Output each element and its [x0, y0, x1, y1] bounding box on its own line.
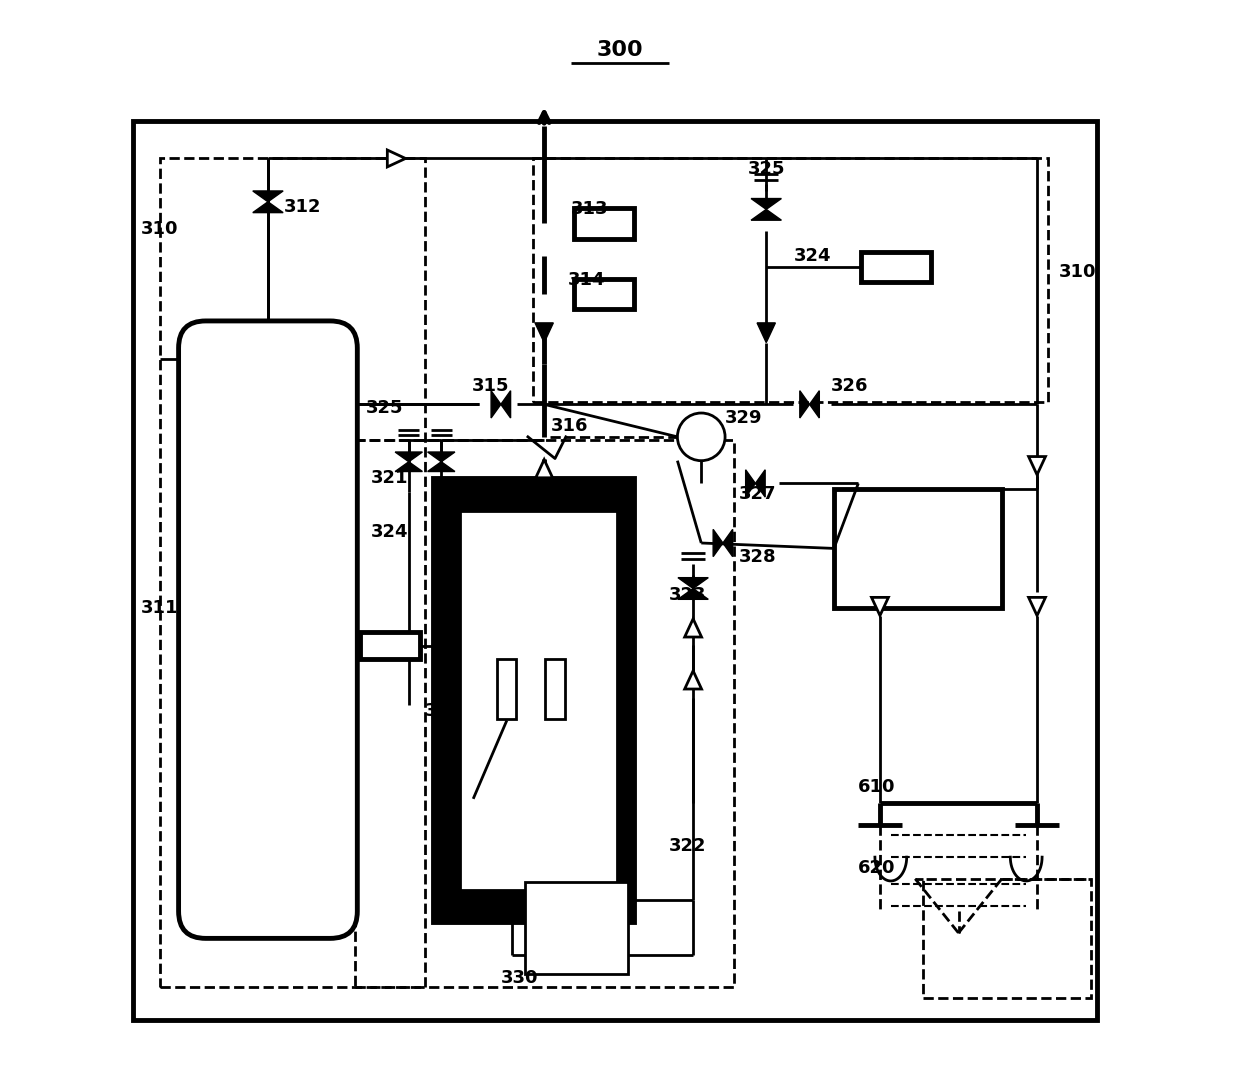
- Polygon shape: [872, 597, 888, 616]
- Text: 322: 322: [668, 837, 707, 856]
- Text: 620: 620: [858, 859, 895, 877]
- Polygon shape: [810, 391, 820, 418]
- Text: 316: 316: [551, 417, 588, 435]
- Bar: [360, 632, 419, 659]
- Polygon shape: [428, 462, 455, 471]
- Polygon shape: [1029, 597, 1045, 616]
- Polygon shape: [713, 529, 723, 557]
- Polygon shape: [678, 589, 708, 599]
- Bar: [460, 510, 618, 889]
- Polygon shape: [536, 520, 553, 539]
- Polygon shape: [501, 391, 511, 418]
- Text: 326: 326: [831, 377, 869, 395]
- Bar: [433, 478, 634, 922]
- Text: 327: 327: [739, 485, 776, 503]
- Text: 331: 331: [425, 702, 463, 720]
- Bar: [355, 440, 734, 987]
- Bar: [160, 159, 425, 987]
- Polygon shape: [536, 459, 553, 478]
- Polygon shape: [387, 150, 405, 167]
- Bar: [496, 659, 516, 719]
- Polygon shape: [253, 191, 283, 202]
- Text: 323: 323: [668, 586, 707, 604]
- Polygon shape: [253, 202, 283, 213]
- Polygon shape: [758, 323, 775, 342]
- Text: 310: 310: [1059, 263, 1096, 281]
- Polygon shape: [745, 470, 755, 497]
- Circle shape: [677, 413, 725, 460]
- Text: 311: 311: [141, 599, 179, 617]
- Bar: [924, 879, 1091, 998]
- Bar: [533, 159, 1048, 402]
- Text: 313: 313: [572, 201, 609, 218]
- Text: 314: 314: [568, 270, 605, 289]
- Text: 610: 610: [858, 778, 895, 796]
- Text: 329: 329: [725, 409, 763, 428]
- Polygon shape: [684, 619, 702, 637]
- Polygon shape: [534, 323, 553, 342]
- Bar: [861, 252, 931, 282]
- Polygon shape: [396, 452, 423, 462]
- Bar: [835, 489, 1002, 608]
- Polygon shape: [428, 452, 455, 462]
- Polygon shape: [723, 529, 733, 557]
- Text: 312: 312: [284, 199, 321, 216]
- Text: 310: 310: [141, 219, 179, 238]
- Polygon shape: [678, 578, 708, 589]
- Text: 328: 328: [739, 548, 776, 566]
- Text: 325: 325: [366, 399, 403, 417]
- Polygon shape: [684, 671, 702, 689]
- Bar: [574, 209, 634, 239]
- Polygon shape: [751, 210, 781, 220]
- Text: 324: 324: [371, 523, 408, 541]
- Polygon shape: [491, 391, 501, 418]
- Polygon shape: [396, 462, 423, 471]
- Text: 330: 330: [501, 970, 538, 987]
- FancyBboxPatch shape: [179, 321, 357, 938]
- Text: 325: 325: [748, 161, 785, 178]
- Bar: [574, 279, 634, 310]
- Bar: [546, 659, 564, 719]
- Polygon shape: [536, 554, 553, 572]
- Bar: [526, 882, 629, 973]
- Polygon shape: [751, 199, 781, 210]
- Polygon shape: [1029, 456, 1045, 475]
- Bar: [133, 121, 1096, 1020]
- Polygon shape: [755, 470, 765, 497]
- Text: 300: 300: [596, 40, 644, 60]
- Text: 321: 321: [371, 469, 408, 487]
- Text: 324: 324: [794, 247, 831, 265]
- Polygon shape: [800, 391, 810, 418]
- Text: 315: 315: [471, 377, 510, 395]
